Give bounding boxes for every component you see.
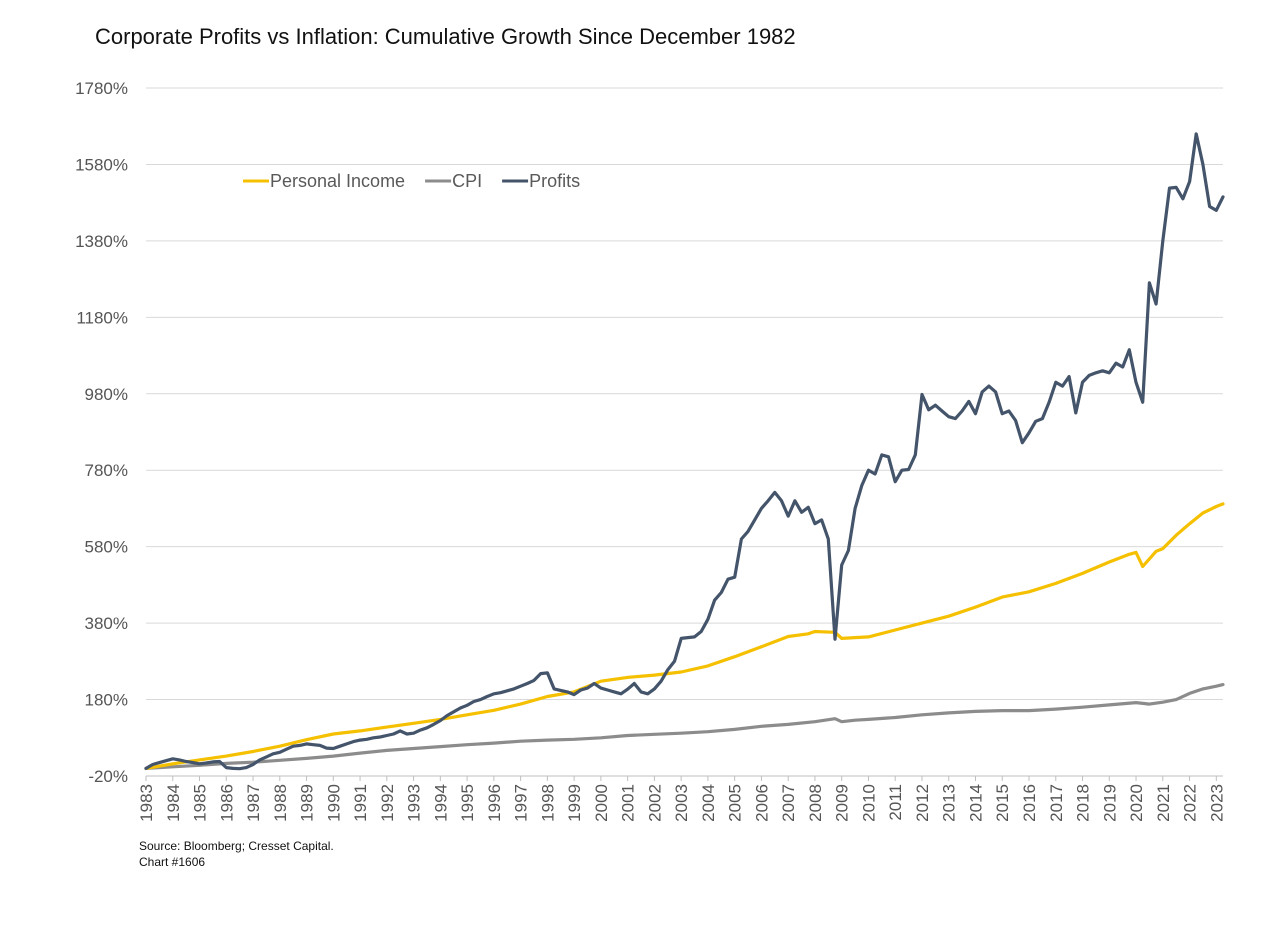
y-tick-label: 1580% — [75, 155, 128, 174]
x-tick-label: 2021 — [1154, 784, 1173, 822]
chart-number: Chart #1606 — [139, 855, 206, 869]
x-tick-label: 2010 — [859, 784, 878, 822]
x-tick-label: 1991 — [351, 784, 370, 822]
x-tick-label: 2017 — [1047, 784, 1066, 822]
x-tick-label: 1986 — [217, 784, 236, 822]
x-tick-label: 2023 — [1207, 784, 1226, 822]
x-tick-label: 2016 — [1020, 784, 1039, 822]
series-line-profits — [144, 132, 1225, 771]
y-tick-label: 980% — [85, 385, 128, 404]
x-tick-label: 1993 — [405, 784, 424, 822]
x-tick-label: 2009 — [833, 784, 852, 822]
series-line-cpi — [144, 683, 1225, 770]
x-tick-label: 2020 — [1127, 784, 1146, 822]
x-tick-label: 2004 — [699, 784, 718, 822]
x-tick-label: 2018 — [1074, 784, 1093, 822]
x-tick-label: 1998 — [538, 784, 557, 822]
series-line-personal-income — [144, 502, 1225, 770]
x-tick-label: 2003 — [672, 784, 691, 822]
legend-label: Personal Income — [270, 171, 405, 191]
y-tick-label: 1380% — [75, 232, 128, 251]
x-tick-label: 1996 — [485, 784, 504, 822]
x-tick-label: 2007 — [779, 784, 798, 822]
source-note: Source: Bloomberg; Cresset Capital. Char… — [139, 838, 334, 870]
x-tick-label: 2013 — [940, 784, 959, 822]
x-tick-label: 2005 — [726, 784, 745, 822]
source-text: Source: Bloomberg; Cresset Capital. — [139, 839, 334, 853]
y-tick-label: 180% — [85, 691, 128, 710]
x-tick-label: 1988 — [271, 784, 290, 822]
x-tick-label: 1989 — [298, 784, 317, 822]
x-tick-label: 1995 — [458, 784, 477, 822]
x-tick-label: 1983 — [137, 784, 156, 822]
y-tick-label: 380% — [85, 614, 128, 633]
y-tick-label: 1780% — [75, 79, 128, 98]
y-tick-label: -20% — [88, 767, 128, 786]
x-tick-label: 2011 — [886, 784, 905, 821]
gridlines — [146, 87, 1223, 777]
x-tick-label: 1994 — [431, 784, 450, 822]
x-tick-label: 1990 — [324, 784, 343, 822]
x-tick-label: 2012 — [913, 784, 932, 822]
x-tick-label: 2000 — [592, 784, 611, 822]
x-axis-ticks: 1983 1984 1985 1986 1987 1988 1989 1990 1991 1992… — [137, 776, 1226, 822]
x-tick-label: 2008 — [806, 784, 825, 822]
y-tick-label: 1180% — [76, 308, 128, 327]
x-tick-label: 1999 — [565, 784, 584, 822]
x-tick-label: 2015 — [993, 784, 1012, 822]
legend-label: Profits — [529, 171, 580, 191]
x-tick-label: 2019 — [1100, 784, 1119, 822]
y-tick-label: 780% — [85, 461, 128, 480]
series-lines — [144, 132, 1225, 771]
legend: Personal Income CPI Profits — [243, 171, 580, 191]
y-axis-ticks: -20% 180% 380% 580% 780% 980% 1180% 1380% 1580% 1… — [75, 79, 128, 786]
chart-title: Corporate Profits vs Inflation: Cumulati… — [95, 24, 796, 49]
x-tick-label: 1984 — [164, 784, 183, 822]
x-tick-label: 1985 — [191, 784, 210, 822]
x-tick-label: 1987 — [244, 784, 263, 822]
x-tick-label: 2022 — [1181, 784, 1200, 822]
x-tick-label: 2006 — [752, 784, 771, 822]
x-tick-label: 2002 — [645, 784, 664, 822]
legend-label: CPI — [452, 171, 482, 191]
x-tick-label: 1997 — [512, 784, 531, 822]
x-tick-label: 1992 — [378, 784, 397, 822]
y-tick-label: 580% — [85, 538, 128, 557]
x-tick-label: 2014 — [966, 784, 985, 822]
x-tick-label: 2001 — [619, 784, 638, 822]
